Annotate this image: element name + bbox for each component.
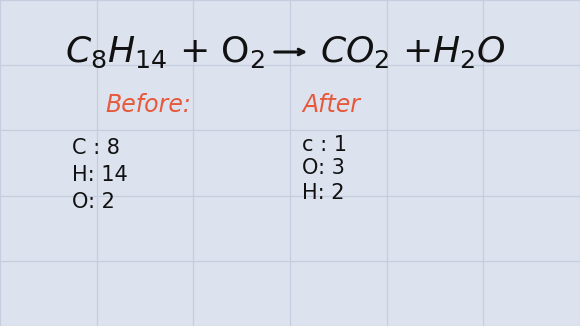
Text: $C_8H_{14}$ + O$_2$: $C_8H_{14}$ + O$_2$ <box>65 34 265 70</box>
Text: Before:: Before: <box>105 93 191 117</box>
Text: c : 1: c : 1 <box>302 135 347 155</box>
Text: O: 3: O: 3 <box>302 158 345 178</box>
Text: O: 2: O: 2 <box>72 192 115 212</box>
Text: After: After <box>302 93 360 117</box>
Text: H: 2: H: 2 <box>302 183 345 203</box>
Text: C : 8: C : 8 <box>72 138 120 158</box>
Text: $CO_2$ +$H_2O$: $CO_2$ +$H_2O$ <box>320 34 506 70</box>
Text: H: 14: H: 14 <box>72 165 128 185</box>
